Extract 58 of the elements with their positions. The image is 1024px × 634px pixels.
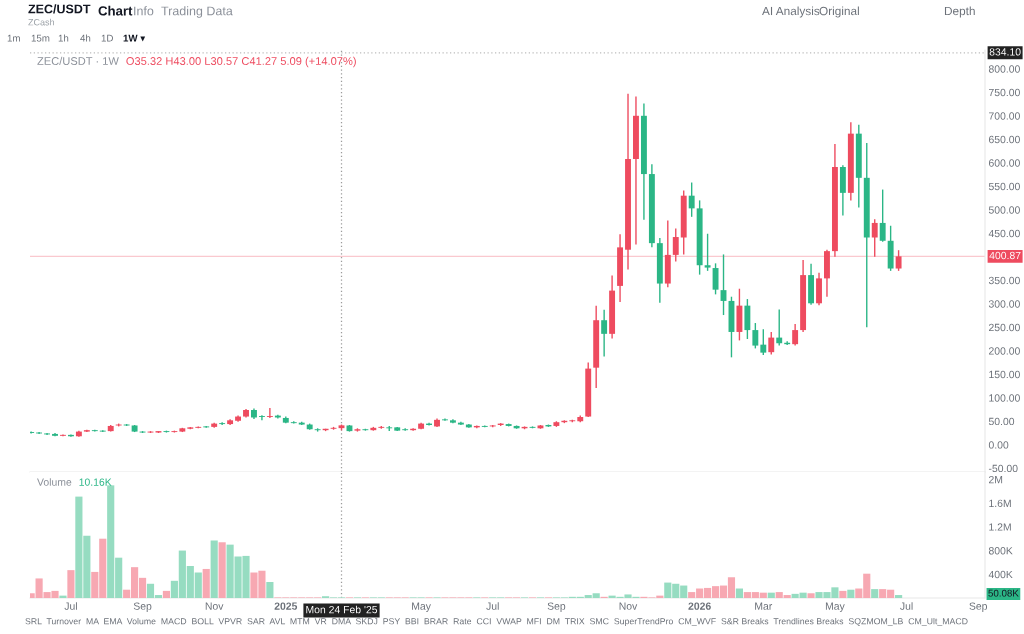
annotation: ZEC/USDT · 1W: [37, 56, 119, 65]
text: 1D: [101, 34, 113, 42]
y-tick-label: 550.00: [988, 182, 1020, 191]
x-tick-label: Nov: [205, 602, 224, 610]
y-tick-label: 150.00: [989, 370, 1020, 379]
x-tick-label: Jul: [64, 602, 77, 610]
y-tick-label: 750.00: [989, 88, 1020, 97]
text: Chart: [98, 5, 133, 16]
x-tick-label: 2025: [274, 602, 298, 610]
text: Original: [819, 6, 859, 18]
x-tick-label: Nov: [619, 602, 638, 610]
text: 4h: [80, 34, 91, 42]
y-tick-label: 300.00: [988, 300, 1020, 308]
chart-title: ZEC/USDT: [28, 4, 91, 14]
x-tick-label: Jul: [486, 602, 499, 610]
text: SRL Turnover MA EMA Volume MACD BOLL VPVR SAR AVL MTM VR DMA SKDJ PSY BBI BRAR Rate CCI VWAP MFI DM TRIX SMC SuperTrendPro CM_WVF S&R Breaks Trendlines Breaks SQZMOM_LB CM_Ult_MACD: [25, 617, 968, 627]
y-tick-label: 500.00: [988, 206, 1020, 214]
y-tick-label: 250.00: [989, 323, 1020, 332]
annotation: O35.32 H43.00 L30.57 C41.27 5.09 (+14.07%): [126, 56, 356, 68]
y-tick-label: 1.6M: [989, 499, 1011, 508]
y-tick-label: 600.00: [989, 159, 1020, 167]
x-tick-label: Mar: [755, 602, 773, 610]
x-tick-label: May: [825, 602, 845, 612]
x-tick-label: Sep: [969, 602, 988, 612]
text: Trading Data: [161, 6, 233, 18]
y-tick-label: -50.00: [988, 464, 1018, 473]
y-tick-label: 800.00: [988, 65, 1020, 73]
text: 50.08K: [988, 589, 1019, 597]
text: 15m: [31, 34, 50, 42]
chart-subtitle: ZCash: [28, 18, 54, 26]
y-tick-label: 650.00: [989, 135, 1020, 144]
text: Depth: [944, 6, 975, 18]
ref-line-label: 834.10: [989, 48, 1021, 56]
y-tick-label: 100.00: [989, 394, 1020, 402]
x-tick-label: 2026: [688, 602, 711, 610]
text: AI Analysis: [762, 6, 820, 18]
ref-line-label: 400.87: [989, 251, 1021, 260]
x-tick-label: Jul: [900, 602, 913, 610]
ref-line-label: Mon 24 Feb '25: [306, 605, 378, 614]
y-tick-label: 1.2M: [989, 523, 1011, 531]
y-tick-label: 800K: [988, 547, 1013, 555]
x-tick-label: Sep: [133, 602, 152, 612]
text: 1m: [7, 34, 20, 42]
y-tick-label: 350.00: [988, 276, 1020, 285]
annotation: 10.16K: [79, 478, 112, 486]
y-tick-label: 50.00: [988, 417, 1015, 426]
chart-title: Volume: [37, 478, 72, 486]
text: 1W ▾: [123, 34, 146, 42]
y-tick-label: 200.00: [989, 347, 1020, 355]
text: Info: [134, 6, 154, 16]
y-tick-label: 2M: [989, 475, 1003, 484]
y-tick-label: 400K: [988, 570, 1013, 579]
y-tick-label: 450.00: [988, 229, 1020, 238]
y-tick-label: 700.00: [989, 112, 1020, 120]
text: 1h: [58, 34, 69, 42]
x-tick-label: Sep: [547, 602, 566, 612]
x-tick-label: May: [412, 602, 431, 612]
y-tick-label: 0.00: [988, 441, 1009, 449]
